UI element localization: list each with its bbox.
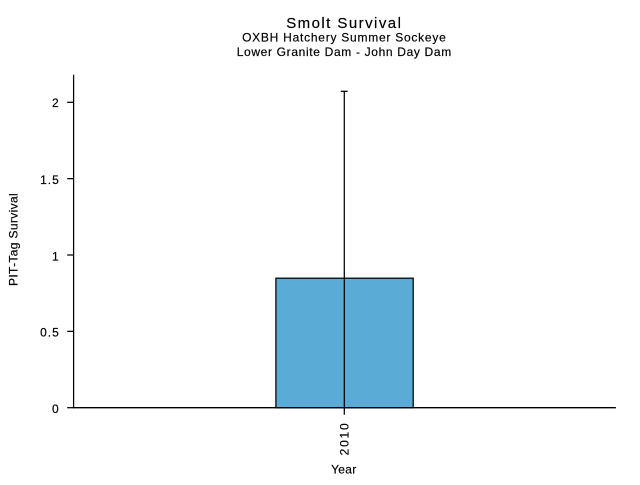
svg-text:Lower Granite Dam - John Day D: Lower Granite Dam - John Day Dam	[237, 45, 452, 59]
svg-text:0.5: 0.5	[40, 326, 60, 340]
svg-text:Smolt Survival: Smolt Survival	[286, 15, 402, 32]
svg-text:0: 0	[52, 402, 59, 416]
svg-text:1.5: 1.5	[40, 173, 60, 187]
svg-text:OXBH Hatchery Summer Sockeye: OXBH Hatchery Summer Sockeye	[242, 31, 446, 45]
svg-text:PIT-Tag Survival: PIT-Tag Survival	[7, 193, 21, 286]
svg-text:1: 1	[52, 249, 59, 263]
svg-text:Year: Year	[331, 463, 356, 477]
svg-text:2: 2	[52, 96, 59, 110]
svg-text:2010: 2010	[338, 421, 352, 455]
